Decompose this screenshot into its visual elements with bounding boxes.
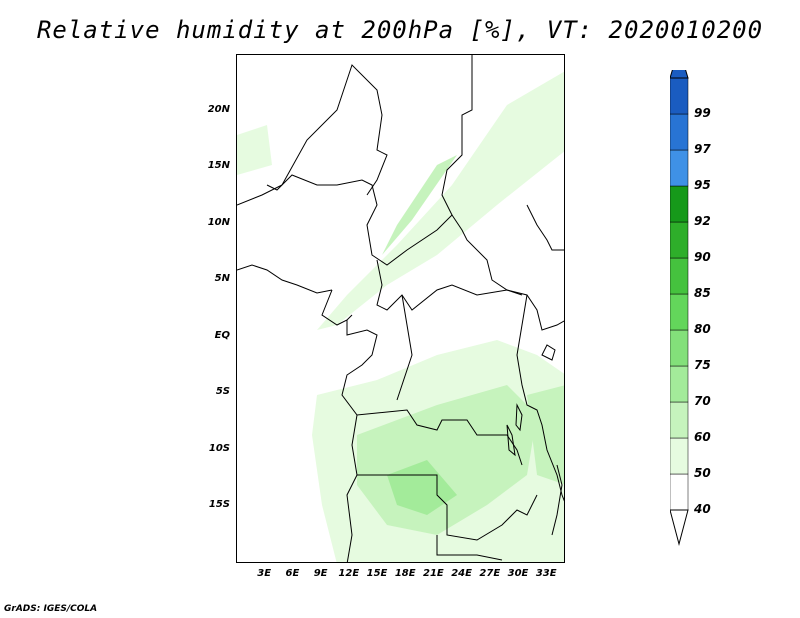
colorbar-segment bbox=[670, 329, 689, 367]
colorbar-tick-label: 90 bbox=[694, 250, 711, 264]
colorbar-segment bbox=[670, 293, 689, 331]
colorbar-tick-label: 70 bbox=[694, 394, 711, 408]
humidity-region-east bbox=[527, 385, 564, 485]
lat-tick-label: 10S bbox=[208, 442, 230, 454]
map-panel bbox=[236, 54, 565, 563]
humidity-fill bbox=[237, 71, 564, 562]
colorbar-tick-label: 99 bbox=[694, 106, 711, 120]
footer-credit: GrADS: IGES/COLA bbox=[4, 604, 98, 614]
colorbar-segment bbox=[670, 185, 689, 223]
map-svg bbox=[237, 55, 564, 562]
colorbar-segment bbox=[670, 473, 689, 511]
lon-tick-label: 6E bbox=[285, 568, 300, 579]
colorbar-tick-label: 75 bbox=[694, 358, 711, 372]
colorbar-segments bbox=[670, 70, 689, 546]
colorbar-segment bbox=[670, 437, 689, 475]
colorbar-tick-label: 80 bbox=[694, 322, 711, 336]
colorbar-segment bbox=[670, 113, 689, 151]
lon-tick-label: 21E bbox=[423, 568, 444, 579]
lon-tick-label: 24E bbox=[451, 568, 472, 579]
lon-tick-label: 12E bbox=[338, 568, 360, 579]
chart-title: Relative humidity at 200hPa [%], VT: 202… bbox=[36, 16, 764, 44]
lon-tick-label: 18E bbox=[394, 568, 416, 579]
lon-tick-label: 3E bbox=[257, 568, 272, 579]
colorbar-bottom-arrow bbox=[670, 509, 689, 546]
lon-tick-label: 15E bbox=[366, 568, 388, 579]
colorbar-tick-label: 40 bbox=[694, 502, 711, 516]
lon-tick-label: 30E bbox=[507, 568, 529, 579]
colorbar-tick-label: 95 bbox=[694, 178, 711, 192]
humidity-region-northwest bbox=[237, 125, 272, 175]
lat-tick-label: 20N bbox=[207, 103, 230, 115]
colorbar-top-arrow bbox=[670, 70, 689, 79]
colorbar-segment bbox=[670, 149, 689, 187]
lat-tick-label: EQ bbox=[214, 329, 230, 341]
lat-tick-label: 5N bbox=[214, 273, 230, 285]
lat-tick-label: 5S bbox=[215, 386, 230, 398]
lat-tick-label: 10N bbox=[207, 216, 230, 228]
lon-tick-label: 9E bbox=[313, 568, 328, 579]
humidity-region-band bbox=[317, 71, 564, 330]
humidity-region-band-dark bbox=[382, 155, 457, 255]
colorbar-segment bbox=[670, 257, 689, 295]
colorbar-segment bbox=[670, 221, 689, 259]
colorbar-segment bbox=[670, 365, 689, 403]
colorbar-tick-label: 50 bbox=[694, 466, 711, 480]
colorbar bbox=[670, 70, 689, 546]
country-boundaries bbox=[237, 55, 564, 562]
lon-tick-label: 33E bbox=[535, 568, 557, 579]
lakes bbox=[506, 344, 556, 457]
colorbar-tick-label: 85 bbox=[694, 286, 711, 300]
humidity-region-south-dark bbox=[387, 460, 457, 515]
lat-tick-label: 15N bbox=[207, 160, 230, 172]
lat-tick-label: 15S bbox=[208, 499, 230, 511]
colorbar-tick-label: 60 bbox=[694, 430, 711, 444]
colorbar-segment bbox=[670, 401, 689, 439]
colorbar-tick-label: 97 bbox=[694, 142, 711, 156]
colorbar-segment bbox=[670, 77, 689, 115]
colorbar-tick-label: 92 bbox=[694, 214, 711, 228]
lon-tick-label: 27E bbox=[479, 568, 501, 579]
